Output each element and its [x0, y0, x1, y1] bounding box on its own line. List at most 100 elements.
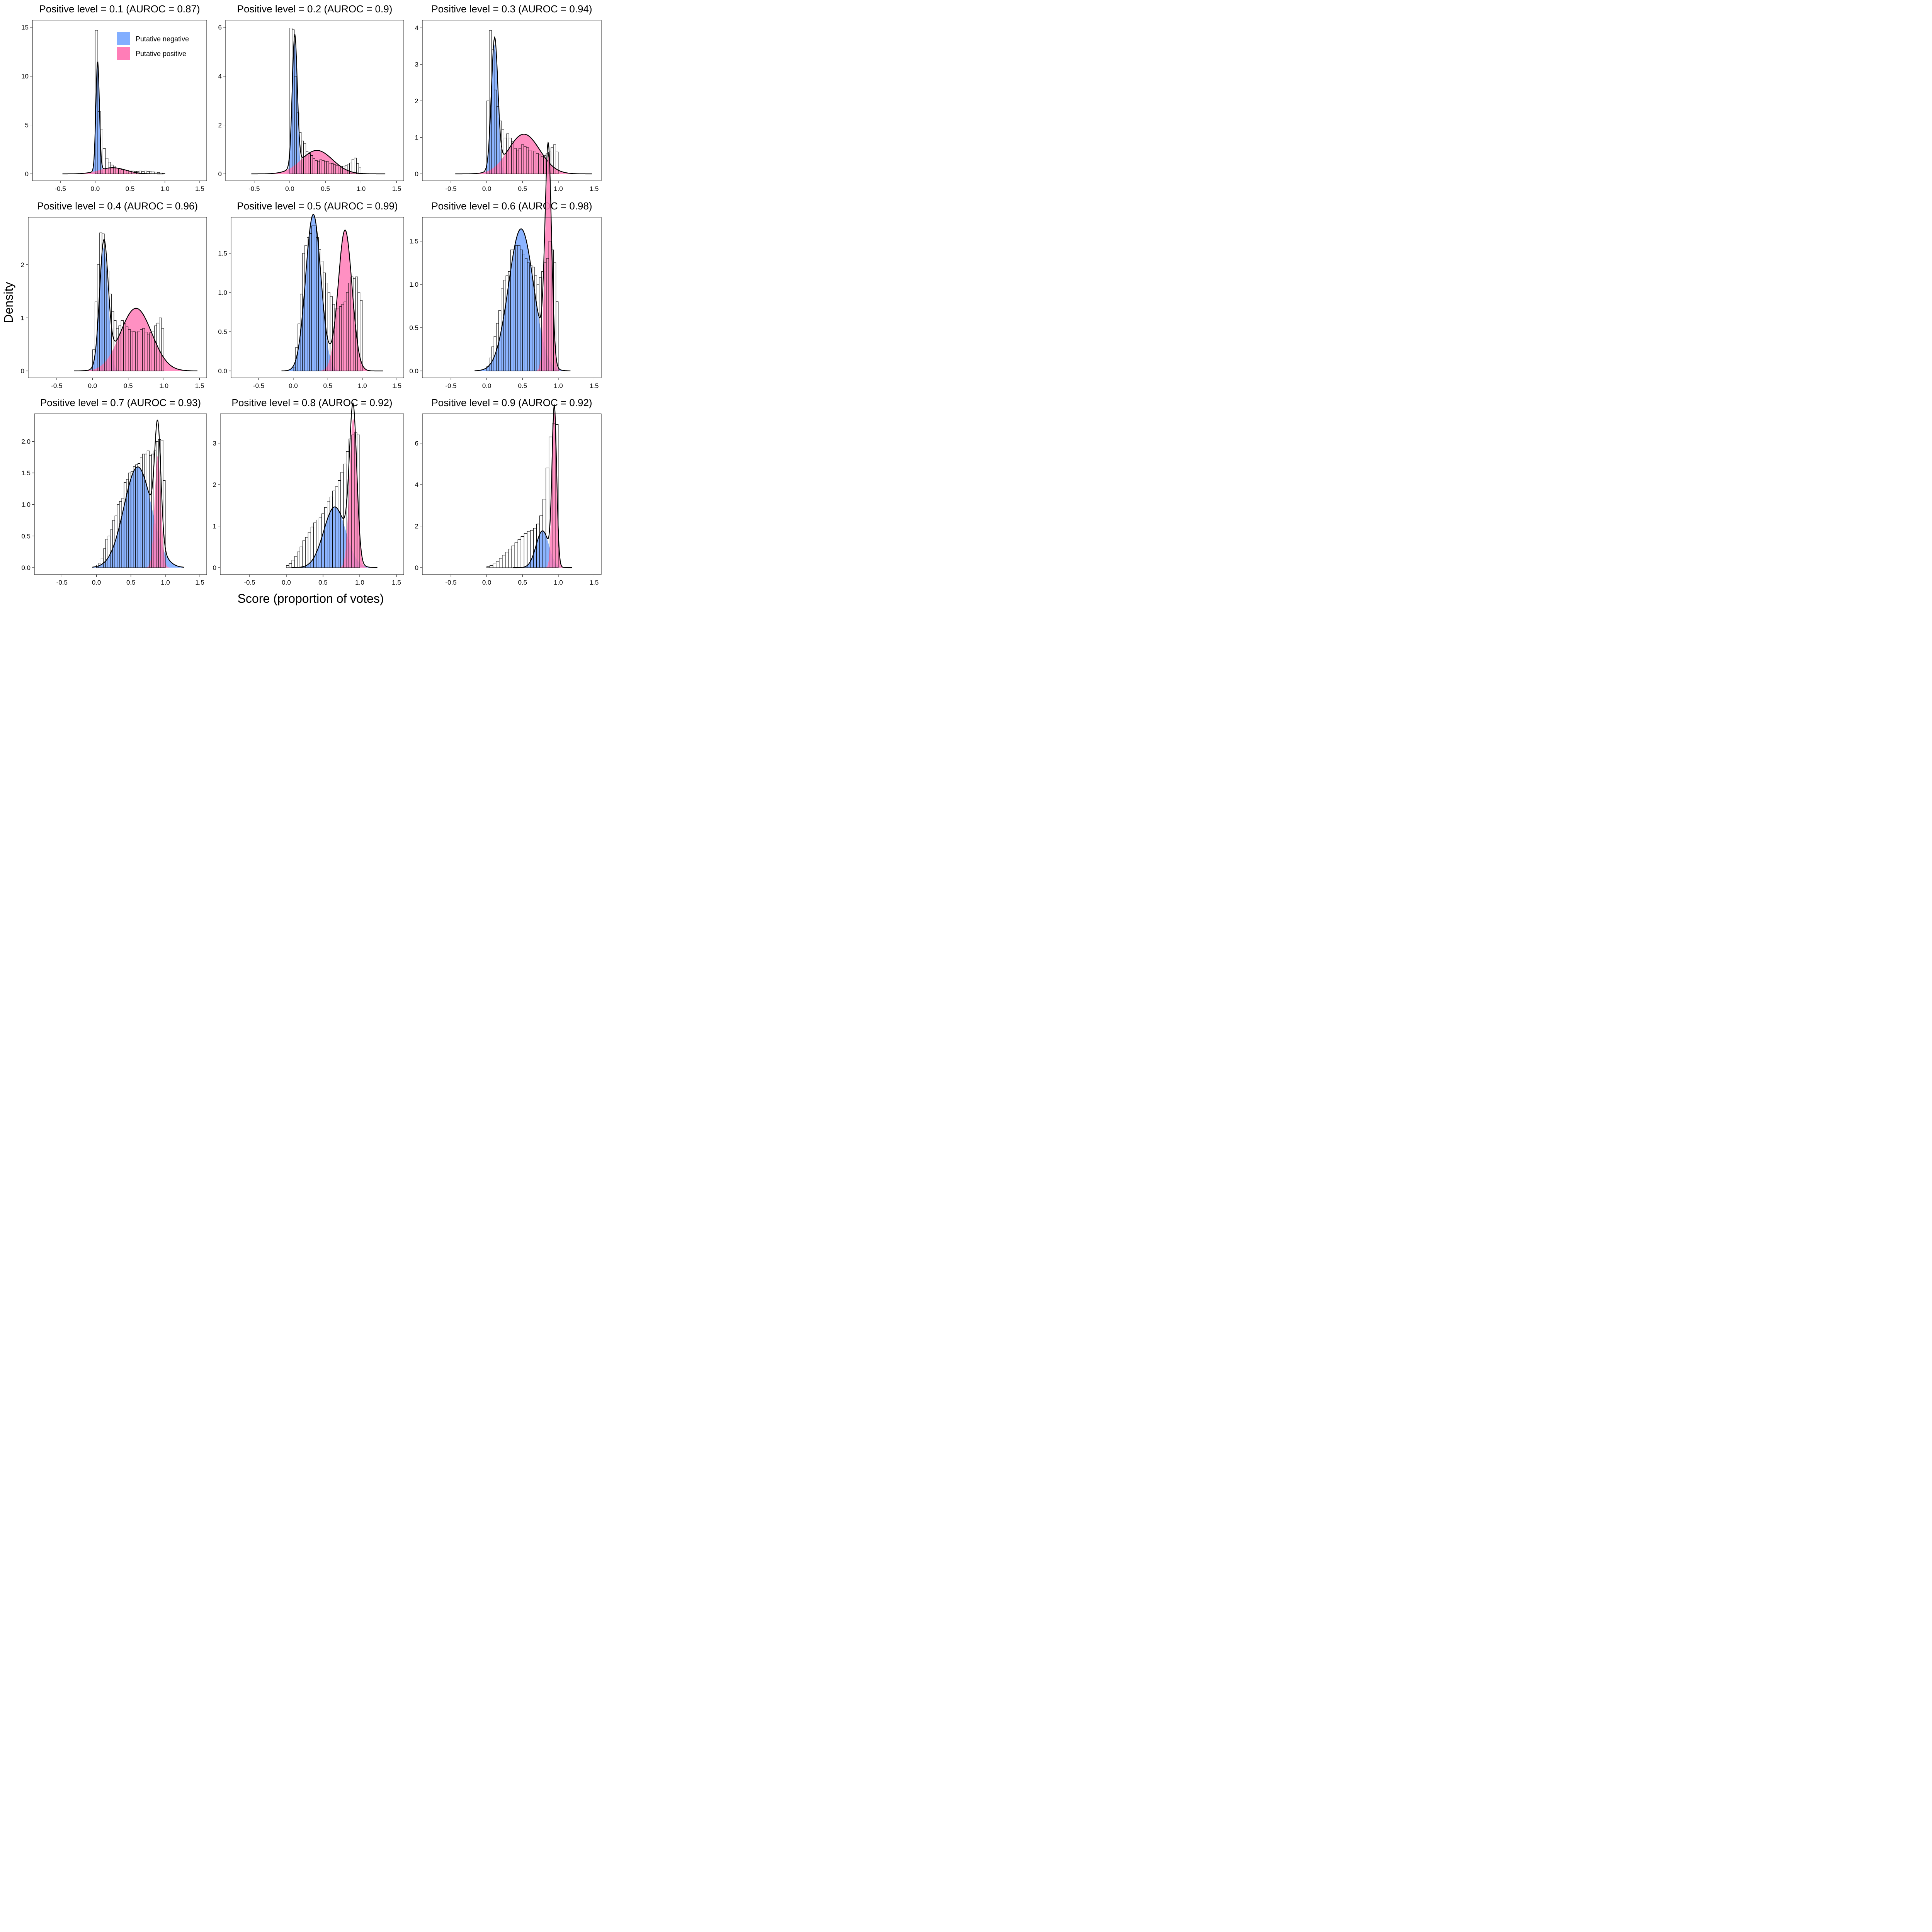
density-panels-chart: Positive level = 0.1 (AUROC = 0.87) -0.5 0… — [2, 3, 602, 605]
histogram-bar — [291, 560, 295, 568]
x-tick-label: 1.0 — [554, 382, 563, 389]
x-tick-label: 0.5 — [518, 185, 527, 192]
y-tick-label: 0 — [25, 170, 29, 178]
y-tick-label: 4 — [415, 24, 418, 32]
y-tick-label: 1.5 — [218, 250, 227, 257]
histogram-bar — [490, 565, 493, 568]
positive-density-area — [291, 418, 378, 568]
x-tick-label: 0.5 — [321, 185, 330, 192]
negative-density-area — [291, 507, 378, 568]
y-tick-label: 2 — [218, 122, 222, 129]
y-axis-title: Density — [2, 282, 15, 323]
panel-frame — [220, 413, 404, 575]
x-tick-label: 1.0 — [357, 185, 366, 192]
x-tick-label: -0.5 — [51, 382, 62, 389]
histogram-bar — [524, 533, 527, 568]
histogram-bar — [360, 300, 363, 371]
panel-1: Positive level = 0.1 (AUROC = 0.87) -0.5 0… — [21, 3, 207, 192]
panel-title: Positive level = 0.2 (AUROC = 0.9) — [237, 3, 393, 15]
y-tick-label: 0 — [415, 170, 418, 178]
histogram-bar — [161, 328, 164, 371]
x-tick-label: 1.5 — [590, 185, 599, 192]
x-tick-label: 1.5 — [392, 579, 401, 586]
y-tick-label: 1.5 — [21, 469, 31, 477]
x-tick-label: 0.5 — [518, 382, 527, 389]
x-tick-label: 0.5 — [126, 185, 135, 192]
negative-density-area — [62, 65, 164, 174]
x-tick-label: 0.0 — [282, 579, 291, 586]
x-tick-label: 0.0 — [92, 579, 101, 586]
x-tick-label: -0.5 — [244, 579, 255, 586]
positive-density-area — [251, 150, 386, 174]
x-tick-label: 1.0 — [355, 579, 364, 586]
panel-frame — [422, 413, 602, 575]
x-tick-label: 0.5 — [124, 382, 133, 389]
x-tick-label: 0.0 — [88, 382, 97, 389]
x-tick-label: 0.5 — [126, 579, 136, 586]
mixture-density-line — [291, 402, 378, 568]
y-tick-label: 0.5 — [409, 324, 418, 332]
x-tick-label: -0.5 — [253, 382, 264, 389]
x-tick-label: -0.5 — [445, 185, 456, 192]
x-tick-label: 1.0 — [160, 185, 170, 192]
panel-title: Positive level = 0.6 (AUROC = 0.98) — [431, 200, 592, 212]
histogram-bar — [286, 565, 289, 568]
panel-title: Positive level = 0.5 (AUROC = 0.99) — [237, 200, 398, 212]
panel-title: Positive level = 0.1 (AUROC = 0.87) — [39, 3, 200, 15]
x-tick-label: 1.0 — [159, 382, 168, 389]
panel-title: Positive level = 0.3 (AUROC = 0.94) — [431, 3, 592, 15]
histogram-bar — [493, 563, 497, 568]
x-tick-label: 1.0 — [358, 382, 367, 389]
y-tick-label: 3 — [415, 61, 418, 68]
x-tick-label: 1.5 — [195, 382, 204, 389]
histogram-bar — [517, 539, 521, 568]
x-tick-label: -0.5 — [445, 579, 456, 586]
histogram-bar — [302, 540, 306, 568]
y-tick-label: 0.0 — [409, 367, 418, 375]
legend-label: Putative negative — [136, 35, 189, 43]
y-tick-label: 10 — [21, 73, 29, 80]
histogram-bar — [354, 158, 357, 174]
panel-6: Positive level = 0.6 (AUROC = 0.98) -0.5 0… — [409, 141, 602, 389]
negative-density-area — [74, 247, 198, 371]
legend-label: Putative positive — [136, 50, 186, 58]
panels-group: Positive level = 0.1 (AUROC = 0.87) -0.5 0… — [21, 3, 602, 586]
panel-frame — [32, 20, 207, 181]
histogram-bar — [294, 556, 298, 568]
panel-title: Positive level = 0.4 (AUROC = 0.96) — [37, 200, 198, 212]
x-tick-label: 0.5 — [323, 382, 332, 389]
histogram-bar — [499, 558, 503, 568]
x-tick-label: 1.0 — [161, 579, 170, 586]
y-tick-label: 0.5 — [21, 532, 31, 540]
panel-9: Positive level = 0.9 (AUROC = 0.92) -0.5 0… — [415, 397, 602, 586]
x-tick-label: 1.5 — [590, 579, 599, 586]
histogram-bar — [502, 555, 506, 568]
histogram-bar — [555, 424, 559, 568]
positive-density-area — [62, 168, 164, 174]
y-tick-label: 0 — [218, 170, 222, 178]
x-tick-label: 1.5 — [590, 382, 599, 389]
x-tick-label: 1.5 — [392, 382, 401, 389]
panel-5: Positive level = 0.5 (AUROC = 0.99) -0.5 0… — [218, 200, 404, 389]
histogram-bar — [505, 552, 509, 568]
histogram-bar — [556, 301, 559, 371]
histogram-bar — [358, 167, 361, 174]
panel-8: Positive level = 0.8 (AUROC = 0.92) -0.5 0… — [213, 397, 404, 586]
y-tick-label: 3 — [213, 440, 216, 447]
panel-title: Positive level = 0.7 (AUROC = 0.93) — [40, 397, 201, 408]
mixture-density-line — [474, 141, 571, 371]
panel-7: Positive level = 0.7 (AUROC = 0.93) -0.5 0… — [21, 397, 207, 586]
legend-swatch — [117, 47, 130, 60]
x-tick-label: 1.5 — [195, 579, 204, 586]
y-tick-label: 1.0 — [21, 501, 31, 509]
y-tick-label: 0.0 — [218, 367, 227, 375]
mixture-density-line — [251, 34, 386, 175]
x-tick-label: 0.0 — [285, 185, 294, 192]
x-tick-label: 1.5 — [195, 185, 204, 192]
y-tick-label: 1 — [415, 134, 418, 141]
x-tick-label: 1.0 — [554, 185, 563, 192]
panel-frame — [422, 20, 602, 181]
y-tick-label: 4 — [415, 481, 418, 488]
y-tick-label: 6 — [218, 24, 222, 31]
y-tick-label: 15 — [21, 24, 29, 31]
